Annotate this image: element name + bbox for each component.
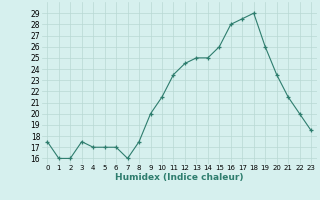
X-axis label: Humidex (Indice chaleur): Humidex (Indice chaleur) — [115, 173, 244, 182]
